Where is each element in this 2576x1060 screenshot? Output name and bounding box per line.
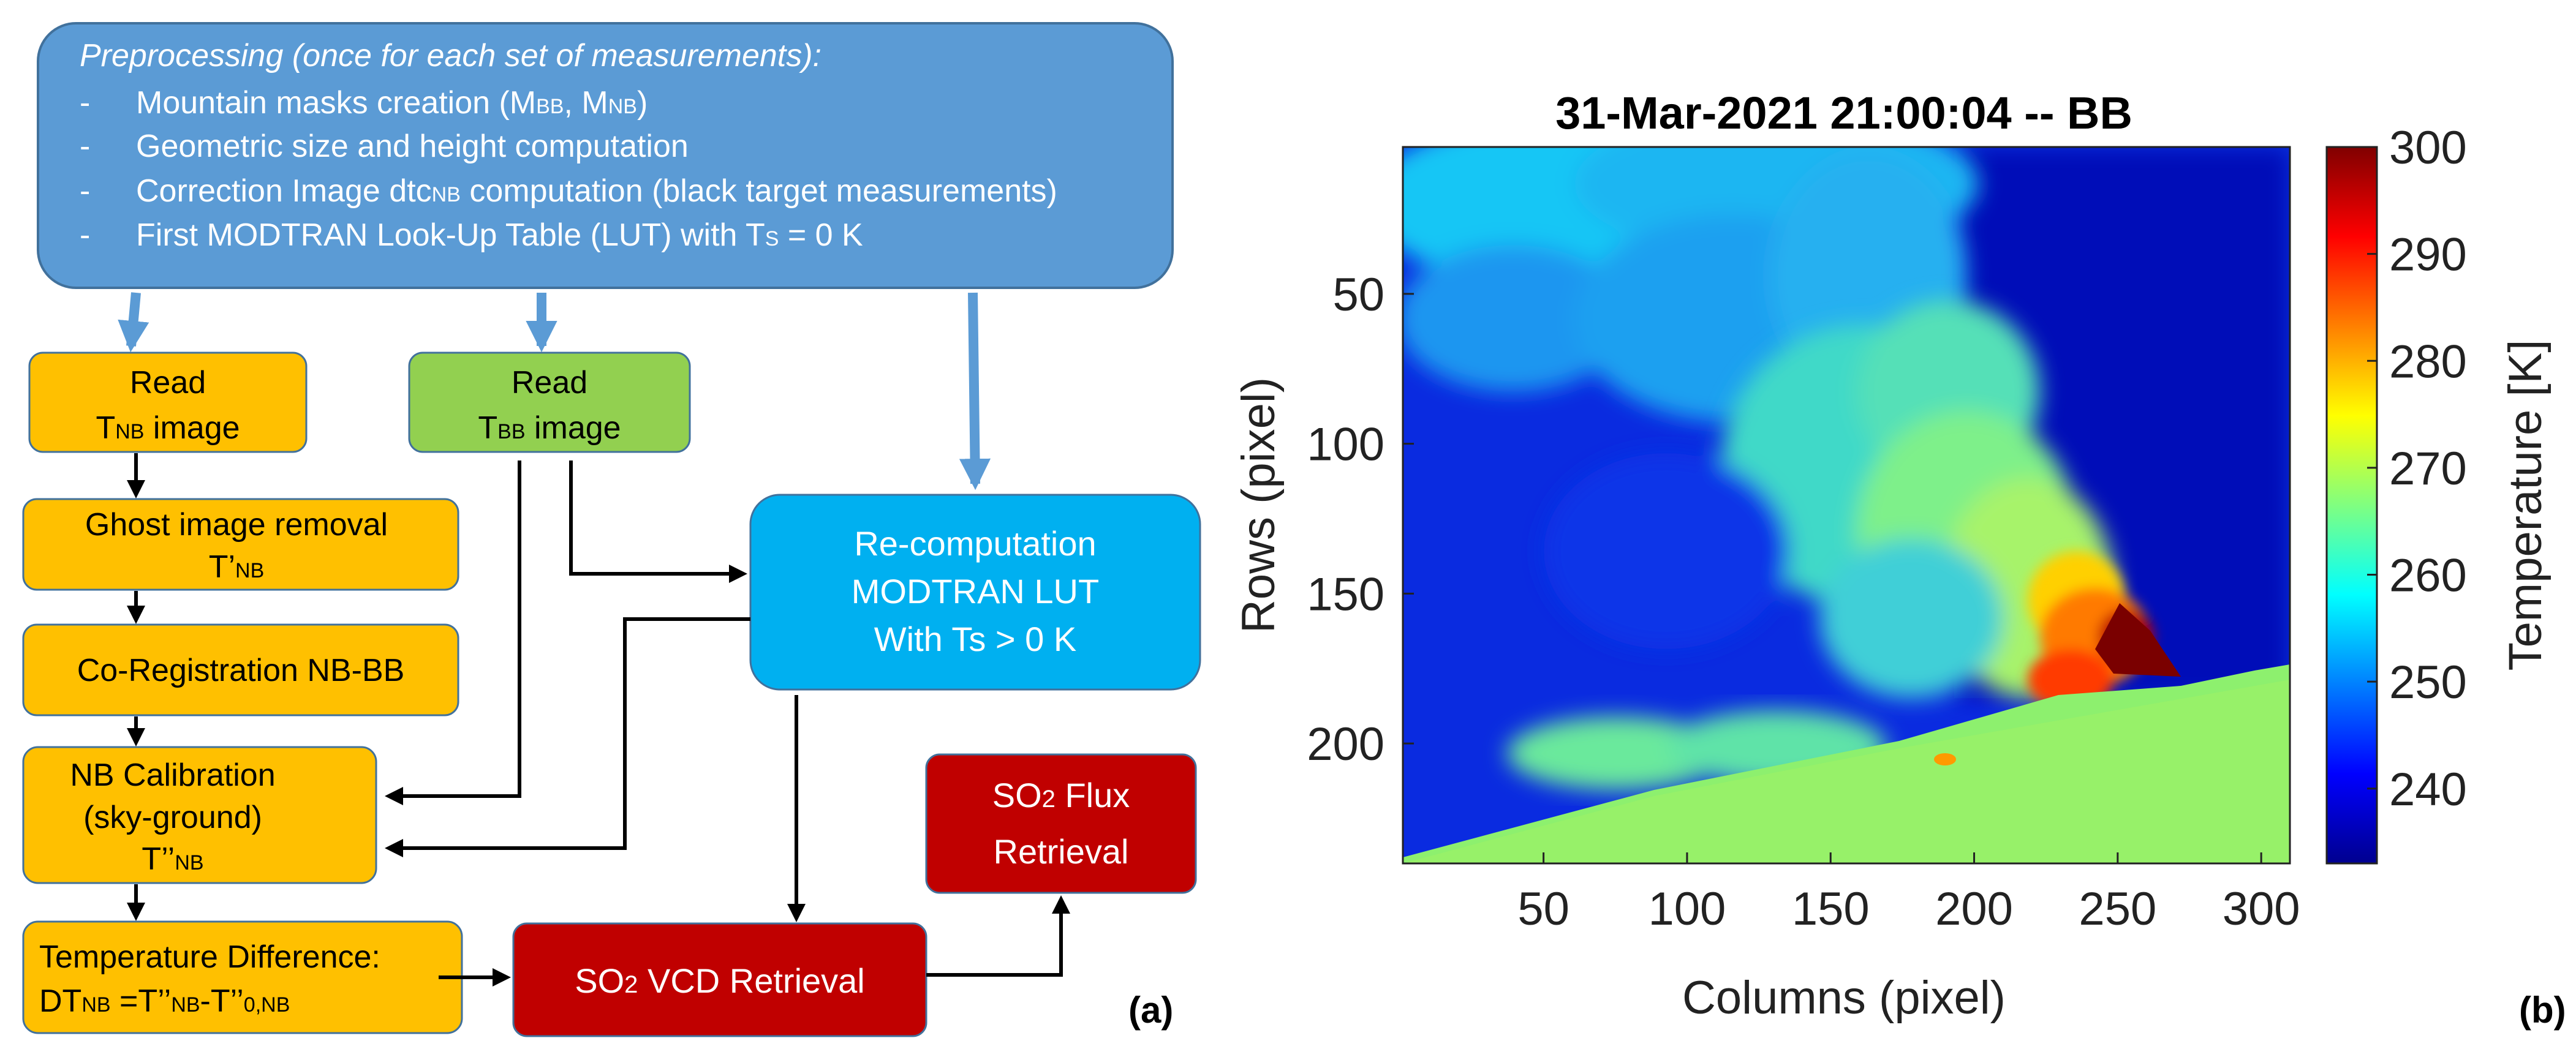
preprocessing-item-1: - Mountain masks creation (MBB, MNB) <box>80 85 648 121</box>
preprocessing-item-text: Correction Image dtcNB computation (blac… <box>136 173 1057 209</box>
ghost-removal-line1: Ghost image removal <box>85 507 388 543</box>
preprocessing-item-text: Geometric size and height computation <box>136 129 689 164</box>
y-tick-label: 200 <box>1307 718 1384 770</box>
flowchart-panel: Preprocessing (once for each set of meas… <box>22 22 1201 1037</box>
colorbar <box>2325 146 2378 865</box>
bullet: - <box>80 173 90 209</box>
nb-calibration-line2: (sky-ground) <box>83 800 262 835</box>
temperature-difference-line2: DTNB =T’’NB-T’’0,NB <box>39 983 290 1019</box>
preprocessing-item-3: - Correction Image dtcNB computation (bl… <box>80 173 1057 209</box>
coregistration-box: Co-Registration NB-BB <box>22 623 459 716</box>
so2-flux-shape <box>925 753 1197 894</box>
y-tick-label: 100 <box>1307 419 1384 471</box>
x-axis-label: Columns (pixel) <box>1682 972 2006 1024</box>
bullet: - <box>80 129 90 164</box>
recomputation-line3: With Ts > 0 K <box>874 620 1076 658</box>
heatmap-image <box>1403 147 2290 863</box>
bullet: - <box>80 217 90 253</box>
x-axis-ticks: 50 100 150 200 250 300 <box>1517 852 2300 935</box>
preprocessing-item-text: First MODTRAN Look-Up Table (LUT) with T… <box>136 217 863 253</box>
arrow-so2vcd-to-flux <box>926 895 1070 977</box>
y-tick-label: 150 <box>1307 568 1384 620</box>
read-nb-shape <box>28 351 308 453</box>
colorbar-tick-label: 270 <box>2389 443 2467 495</box>
arrow-readbb-to-nbcal <box>385 460 521 805</box>
temperature-difference-box: Temperature Difference: DTNB =T’’NB-T’’0… <box>22 920 463 1034</box>
so2-flux-line2: Retrieval <box>994 832 1129 871</box>
panel-label-b: (b) <box>2519 990 2566 1031</box>
read-nb-line2: TNB image <box>96 410 240 446</box>
so2-vcd-box: SO2 VCD Retrieval <box>512 922 927 1037</box>
panel-label-a: (a) <box>1128 990 1173 1031</box>
nb-calibration-line3: T’’NB <box>142 841 203 877</box>
nb-calibration-shape <box>22 746 377 884</box>
read-bb-box: Read TBB image <box>408 351 691 453</box>
mountain-ground-shade <box>1403 680 2290 863</box>
so2-vcd-label: SO2 VCD Retrieval <box>575 961 865 1000</box>
read-bb-shape <box>408 351 691 453</box>
ghost-removal-line2: T’NB <box>209 549 265 585</box>
read-nb-line1: Read <box>130 365 206 400</box>
recomputation-shape <box>749 494 1201 691</box>
colorbar-tick-label: 290 <box>2389 229 2467 281</box>
ghost-removal-box: Ghost image removal T’NB <box>22 498 459 591</box>
so2-vcd-shape <box>512 922 927 1037</box>
arrow-pre-to-recomp <box>959 292 991 491</box>
heatmap-panel: 31-Mar-2021 21:00:04 -- BB <box>1233 88 2566 1031</box>
colorbar-tick-label: 300 <box>2389 122 2467 174</box>
colorbar-tick-label: 260 <box>2389 550 2467 602</box>
coregistration-shape <box>22 623 459 716</box>
arrow-readbb-to-recomp <box>569 460 747 583</box>
coregistration-label: Co-Registration NB-BB <box>77 653 405 688</box>
arrow-recomp-to-nbcal <box>385 617 750 857</box>
so2-flux-box: SO2 Flux Retrieval <box>925 753 1197 894</box>
colorbar-ticks: 240 250 260 270 280 290 300 <box>2367 122 2467 816</box>
chart-title: 31-Mar-2021 21:00:04 -- BB <box>1555 88 2132 138</box>
preprocessing-box: Preprocessing (once for each set of meas… <box>37 22 1174 289</box>
read-bb-line1: Read <box>512 365 587 400</box>
x-tick-label: 200 <box>1935 883 2013 935</box>
colorbar-label: Temperature [K] <box>2499 340 2551 671</box>
recomputation-line1: Re-computation <box>854 524 1096 563</box>
bullet: - <box>80 85 90 121</box>
temperature-difference-line1: Temperature Difference: <box>39 939 380 975</box>
nb-calibration-box: NB Calibration (sky-ground) T’’NB <box>22 746 377 884</box>
x-tick-label: 100 <box>1649 883 1726 935</box>
flow-arrows <box>127 453 1070 987</box>
read-nb-box: Read TNB image <box>28 351 308 453</box>
preprocessing-item-text: Mountain masks creation (MBB, MNB) <box>136 85 648 121</box>
recomputation-line2: MODTRAN LUT <box>852 572 1099 611</box>
x-tick-label: 300 <box>2223 883 2300 935</box>
x-tick-label: 150 <box>1792 883 1870 935</box>
x-tick-label: 250 <box>2079 883 2156 935</box>
so2-flux-line1: SO2 Flux <box>992 776 1130 814</box>
read-bb-line2: TBB image <box>478 410 621 446</box>
plot-frame <box>1402 146 2291 865</box>
vent-core <box>2095 603 2181 677</box>
nb-calibration-line1: NB Calibration <box>70 757 275 793</box>
plume-body <box>1544 300 2113 698</box>
recomputation-box: Re-computation MODTRAN LUT With Ts > 0 K <box>749 494 1201 691</box>
x-tick-label: 50 <box>1517 883 1569 935</box>
hot-pixel-spot <box>1934 753 1956 765</box>
y-axis-label: Rows (pixel) <box>1233 377 1285 633</box>
preprocessing-item-4: - First MODTRAN Look-Up Table (LUT) with… <box>80 217 863 253</box>
colorbar-tick-label: 280 <box>2389 336 2467 388</box>
colorbar-tick-label: 240 <box>2389 764 2467 816</box>
ghost-removal-shape <box>22 498 459 591</box>
y-axis-ticks: 50 100 150 200 <box>1307 269 1414 770</box>
preprocessing-box-shape <box>37 22 1174 289</box>
arrow-pre-to-read-nb <box>118 292 149 353</box>
colorbar-tick-label: 250 <box>2389 656 2467 709</box>
y-tick-label: 50 <box>1332 269 1384 321</box>
preprocessing-item-2: - Geometric size and height computation <box>80 129 689 164</box>
preprocessing-title: Preprocessing (once for each set of meas… <box>80 38 822 73</box>
